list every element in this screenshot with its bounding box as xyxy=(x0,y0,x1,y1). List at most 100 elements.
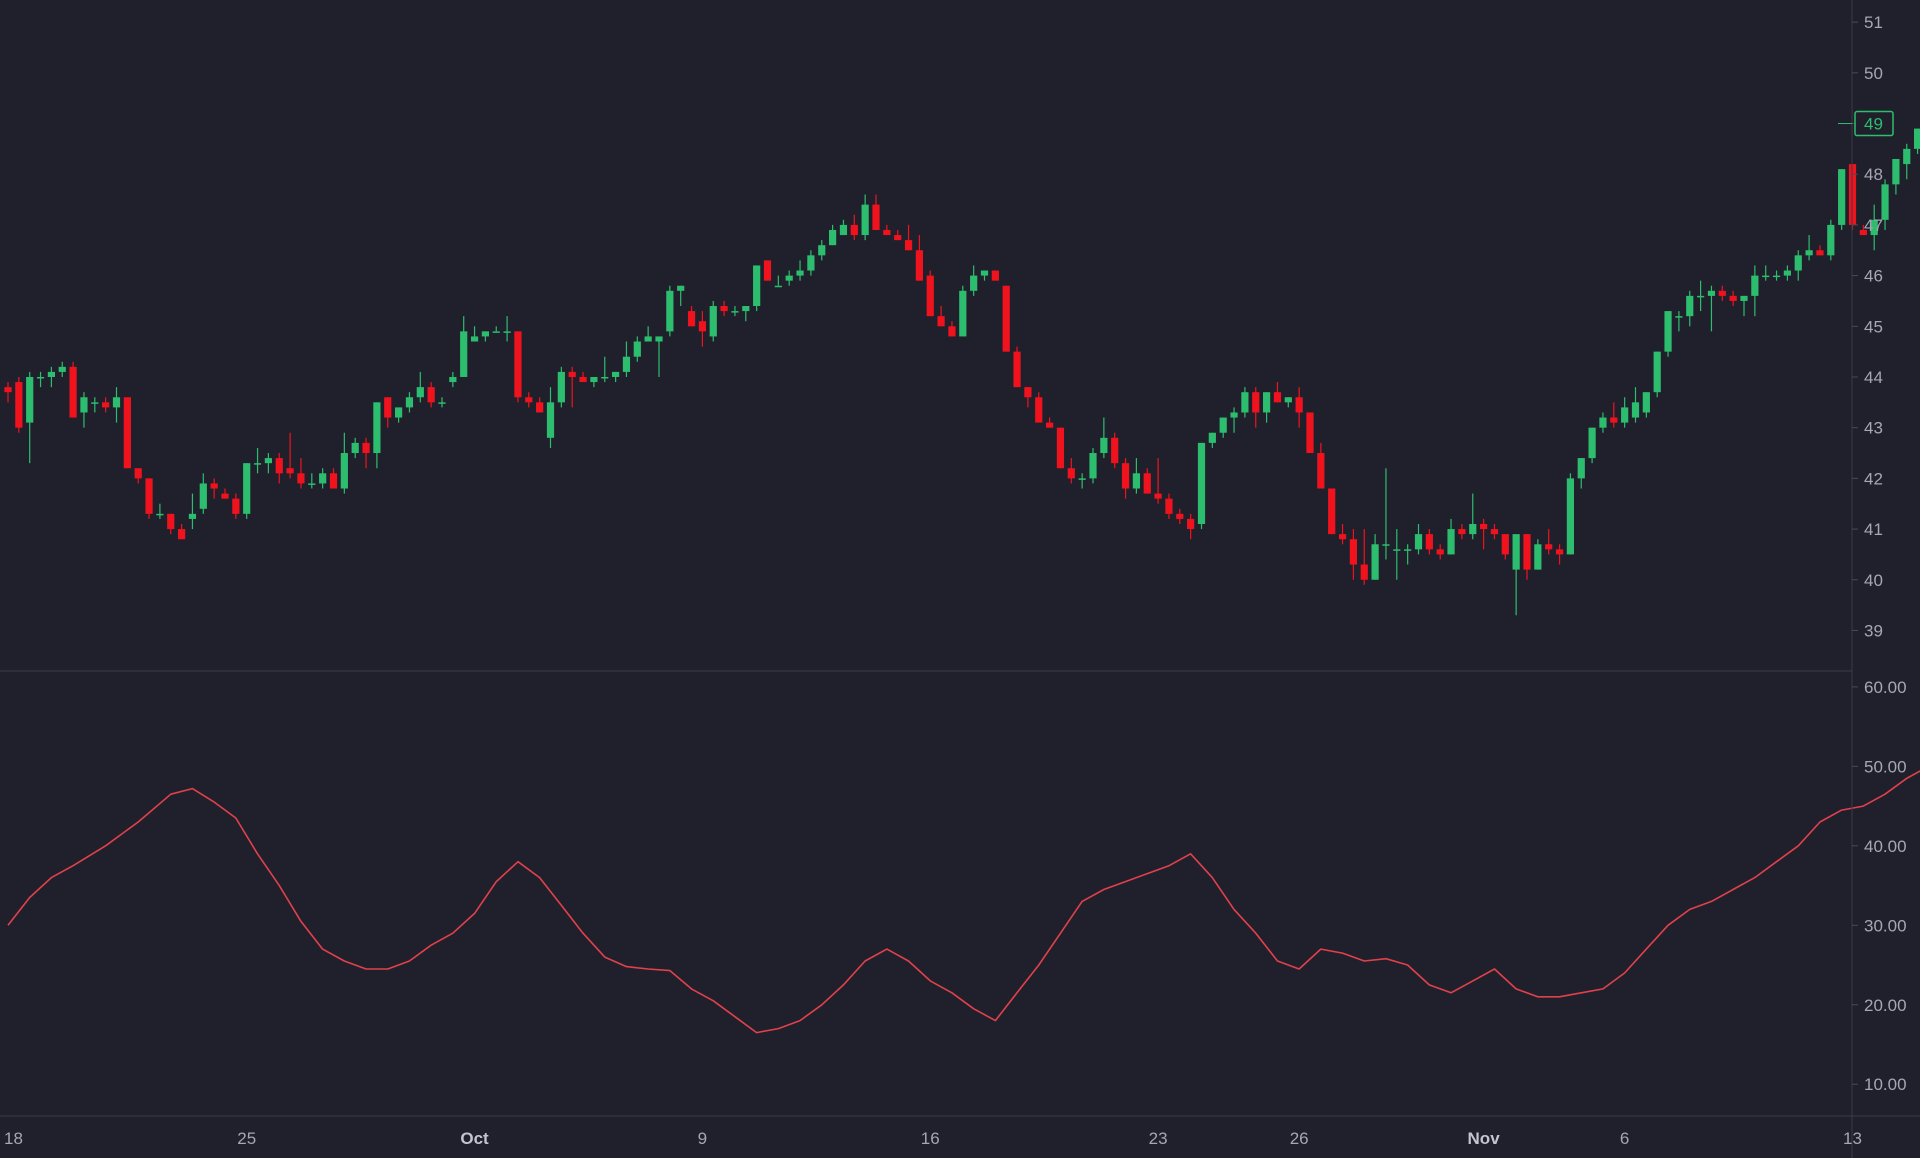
candle xyxy=(1838,169,1846,230)
time-axis[interactable]: 18 25 Oct 9 16 23 26 Nov 6 13 xyxy=(4,1129,1862,1148)
candle xyxy=(286,432,294,479)
candle xyxy=(612,371,620,383)
candle-body xyxy=(167,513,175,530)
candle-body xyxy=(1762,275,1770,278)
candle xyxy=(167,513,175,535)
candle-body xyxy=(1100,437,1108,454)
candle xyxy=(1827,219,1835,261)
indicator-pane[interactable] xyxy=(7,711,1920,1034)
candle xyxy=(1892,159,1900,195)
candle xyxy=(340,432,348,494)
price-pane[interactable] xyxy=(4,63,1920,616)
candle xyxy=(1577,458,1585,489)
candle-body xyxy=(340,453,348,489)
candle xyxy=(557,366,565,408)
time-tick-label: 23 xyxy=(1149,1129,1168,1148)
candle-body xyxy=(384,397,392,418)
candle xyxy=(894,229,902,241)
candle-body xyxy=(4,387,12,393)
candle-body xyxy=(655,336,663,342)
candle xyxy=(536,397,544,413)
candle-body xyxy=(839,224,848,236)
candle-body xyxy=(1273,392,1282,403)
candle xyxy=(1772,270,1781,281)
candle xyxy=(1035,392,1043,423)
candle-body xyxy=(232,498,240,514)
candle xyxy=(677,285,685,307)
candle xyxy=(102,397,110,413)
candle-body xyxy=(112,397,121,408)
candle-body xyxy=(1480,523,1488,530)
candle-body xyxy=(883,229,891,236)
candle xyxy=(1132,458,1140,494)
candle xyxy=(666,285,674,337)
candle xyxy=(807,250,815,276)
candle-body xyxy=(1534,544,1542,570)
candle xyxy=(1306,412,1314,454)
candle xyxy=(774,275,782,288)
candle-body xyxy=(980,270,989,276)
candle xyxy=(373,402,381,469)
candle xyxy=(525,392,533,408)
candle xyxy=(36,371,45,388)
candle-body xyxy=(525,397,533,403)
candle xyxy=(1555,544,1564,565)
candle xyxy=(297,458,305,489)
candle xyxy=(991,270,999,281)
candle xyxy=(1664,311,1672,357)
candle-body xyxy=(720,306,728,312)
candle-body xyxy=(622,356,631,372)
candle xyxy=(872,194,880,230)
candle xyxy=(275,453,283,484)
candle xyxy=(1621,397,1629,428)
candle xyxy=(1859,224,1867,236)
candle-body xyxy=(1317,453,1325,489)
candle xyxy=(1425,529,1433,555)
candle-body xyxy=(1035,397,1043,423)
candle xyxy=(221,488,229,499)
candle xyxy=(362,437,370,469)
candle-body xyxy=(557,371,565,403)
candle-body xyxy=(1490,529,1499,535)
candle-body xyxy=(1501,534,1509,555)
candle xyxy=(1404,544,1412,565)
candle xyxy=(264,453,272,474)
candle-body xyxy=(753,265,761,307)
candle xyxy=(904,224,913,251)
candle-body xyxy=(1111,437,1119,464)
candle-body xyxy=(351,442,359,454)
candle xyxy=(134,468,142,484)
candle-body xyxy=(427,387,435,403)
candle xyxy=(438,397,446,408)
candle-body xyxy=(872,204,880,230)
time-tick-label: 26 xyxy=(1290,1129,1309,1148)
price-tick-label: 44 xyxy=(1864,368,1883,387)
candle-body xyxy=(1197,442,1206,524)
candle-body xyxy=(460,331,468,377)
indicator-axis[interactable]: 10.00 20.00 30.00 40.00 50.00 60.00 xyxy=(1852,678,1907,1094)
candle-body xyxy=(15,382,23,428)
candle-body xyxy=(199,483,207,509)
candle-body xyxy=(449,376,457,383)
candle-body xyxy=(286,468,294,474)
candle xyxy=(58,361,66,377)
candle xyxy=(1718,285,1726,301)
candle xyxy=(1816,245,1824,256)
candle xyxy=(1067,458,1075,484)
candle xyxy=(1469,493,1477,540)
candle-body xyxy=(438,402,446,404)
candle-body xyxy=(1555,549,1564,555)
candle xyxy=(329,468,338,489)
candle-body xyxy=(612,371,620,377)
price-axis[interactable]: 3940414243444546474849505149 xyxy=(1838,13,1894,640)
candle xyxy=(861,194,869,241)
candle xyxy=(1187,513,1195,540)
time-tick-label: 6 xyxy=(1620,1129,1629,1148)
candle xyxy=(1382,468,1390,560)
candle-body xyxy=(1892,159,1900,185)
candle-body xyxy=(1067,468,1075,479)
candle xyxy=(232,493,240,519)
candle xyxy=(590,376,598,388)
candle-body xyxy=(698,321,706,332)
